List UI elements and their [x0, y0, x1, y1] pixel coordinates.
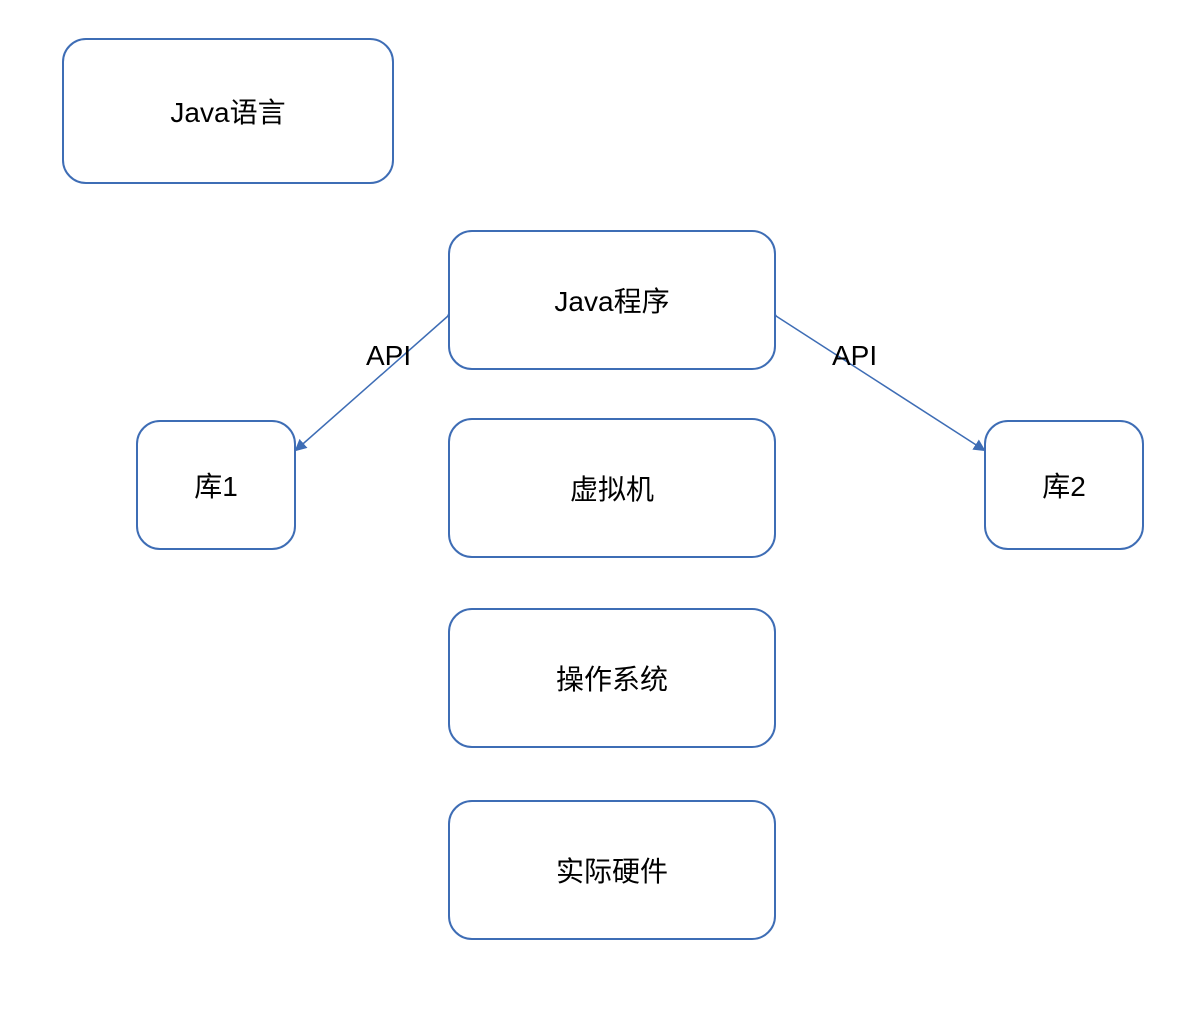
- node-java_lang: Java语言: [62, 38, 394, 184]
- node-label-lib1: 库1: [194, 465, 238, 505]
- edge-label-api_right: API: [832, 340, 877, 372]
- node-vm: 虚拟机: [448, 418, 776, 558]
- node-os: 操作系统: [448, 608, 776, 748]
- node-label-hw: 实际硬件: [556, 850, 668, 890]
- edge-api_left: [296, 316, 448, 450]
- edge-label-api_left: API: [366, 340, 411, 372]
- node-hw: 实际硬件: [448, 800, 776, 940]
- node-label-vm: 虚拟机: [570, 468, 654, 508]
- node-label-os: 操作系统: [556, 658, 668, 698]
- node-label-lib2: 库2: [1042, 465, 1086, 505]
- node-lib2: 库2: [984, 420, 1144, 550]
- node-lib1: 库1: [136, 420, 296, 550]
- node-label-java_lang: Java语言: [170, 91, 285, 131]
- node-java_prog: Java程序: [448, 230, 776, 370]
- node-label-java_prog: Java程序: [554, 280, 669, 320]
- edge-api_right: [776, 316, 984, 450]
